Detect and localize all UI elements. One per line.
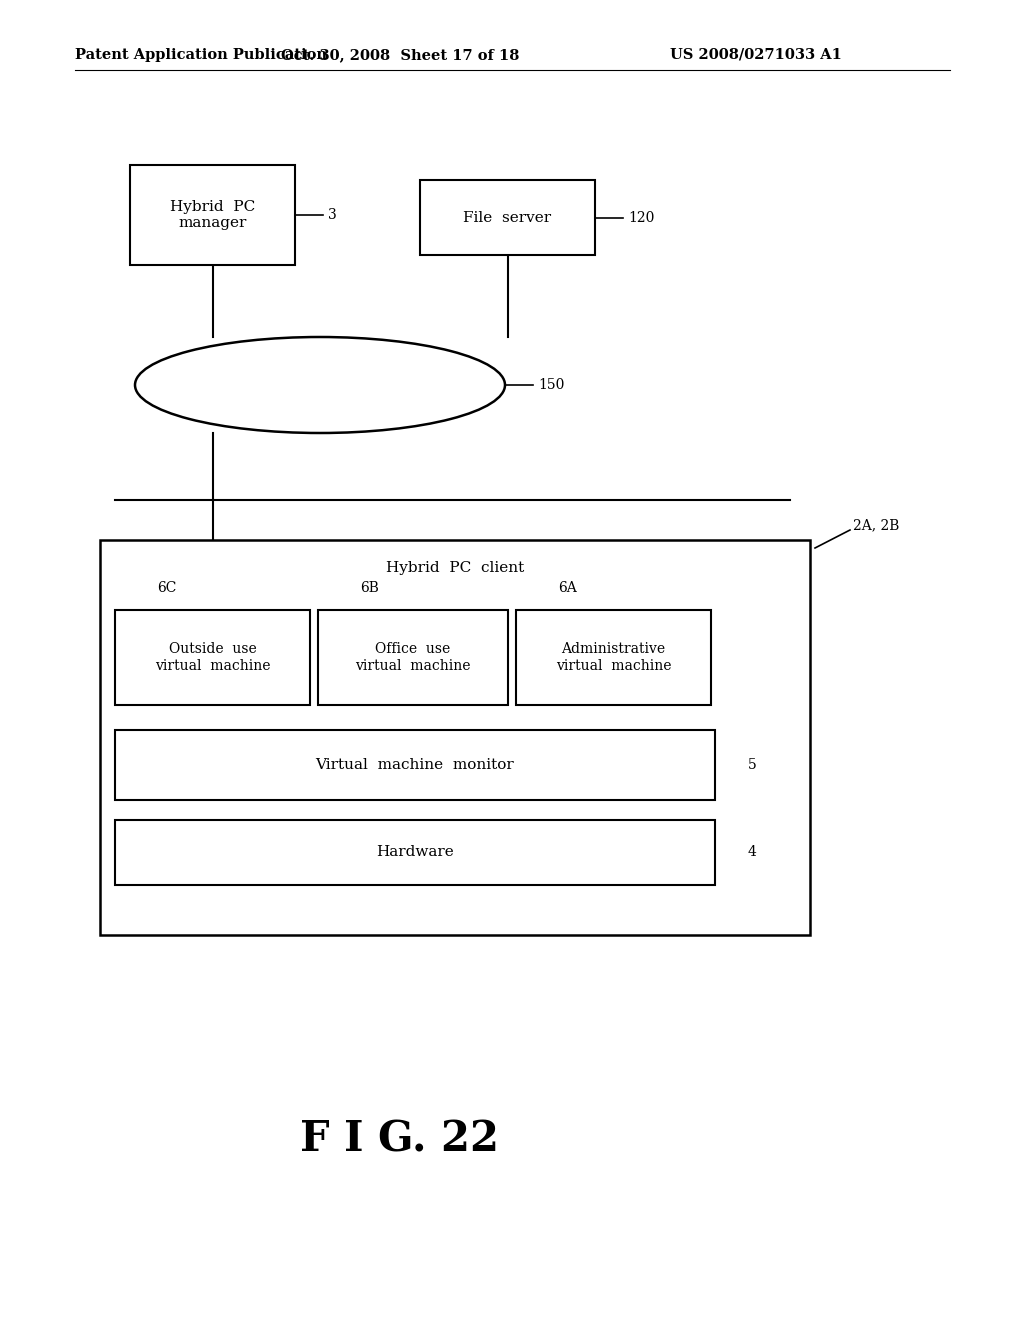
Text: Oct. 30, 2008  Sheet 17 of 18: Oct. 30, 2008 Sheet 17 of 18 — [281, 48, 519, 62]
Bar — [115, 820, 715, 884]
Text: Patent Application Publication: Patent Application Publication — [75, 48, 327, 62]
Bar — [130, 165, 295, 265]
Text: 3: 3 — [328, 209, 337, 222]
Text: Administrative
virtual  machine: Administrative virtual machine — [556, 643, 672, 673]
Text: File  server: File server — [464, 210, 552, 224]
Text: F I G. 22: F I G. 22 — [300, 1119, 500, 1162]
Text: Outside  use
virtual  machine: Outside use virtual machine — [155, 643, 270, 673]
Bar — [100, 540, 810, 935]
Text: 6B: 6B — [360, 581, 379, 595]
Text: Virtual  machine  monitor: Virtual machine monitor — [315, 758, 514, 772]
Text: Hybrid  PC  client: Hybrid PC client — [386, 561, 524, 576]
Text: 6C: 6C — [157, 581, 176, 595]
Text: Hardware: Hardware — [376, 846, 454, 859]
Bar — [115, 730, 715, 800]
Text: 6A: 6A — [558, 581, 577, 595]
Text: 120: 120 — [628, 210, 654, 224]
Bar — [115, 610, 310, 705]
Text: 5: 5 — [748, 758, 757, 772]
Text: 2A, 2B: 2A, 2B — [853, 517, 899, 532]
Bar — [516, 610, 711, 705]
Text: 150: 150 — [538, 378, 564, 392]
Bar — [420, 180, 595, 255]
Text: US 2008/0271033 A1: US 2008/0271033 A1 — [670, 48, 842, 62]
Text: Hybrid  PC
manager: Hybrid PC manager — [170, 199, 255, 230]
Ellipse shape — [135, 337, 505, 433]
Text: 4: 4 — [748, 846, 757, 859]
Bar — [318, 610, 508, 705]
Text: Office  use
virtual  machine: Office use virtual machine — [355, 643, 471, 673]
